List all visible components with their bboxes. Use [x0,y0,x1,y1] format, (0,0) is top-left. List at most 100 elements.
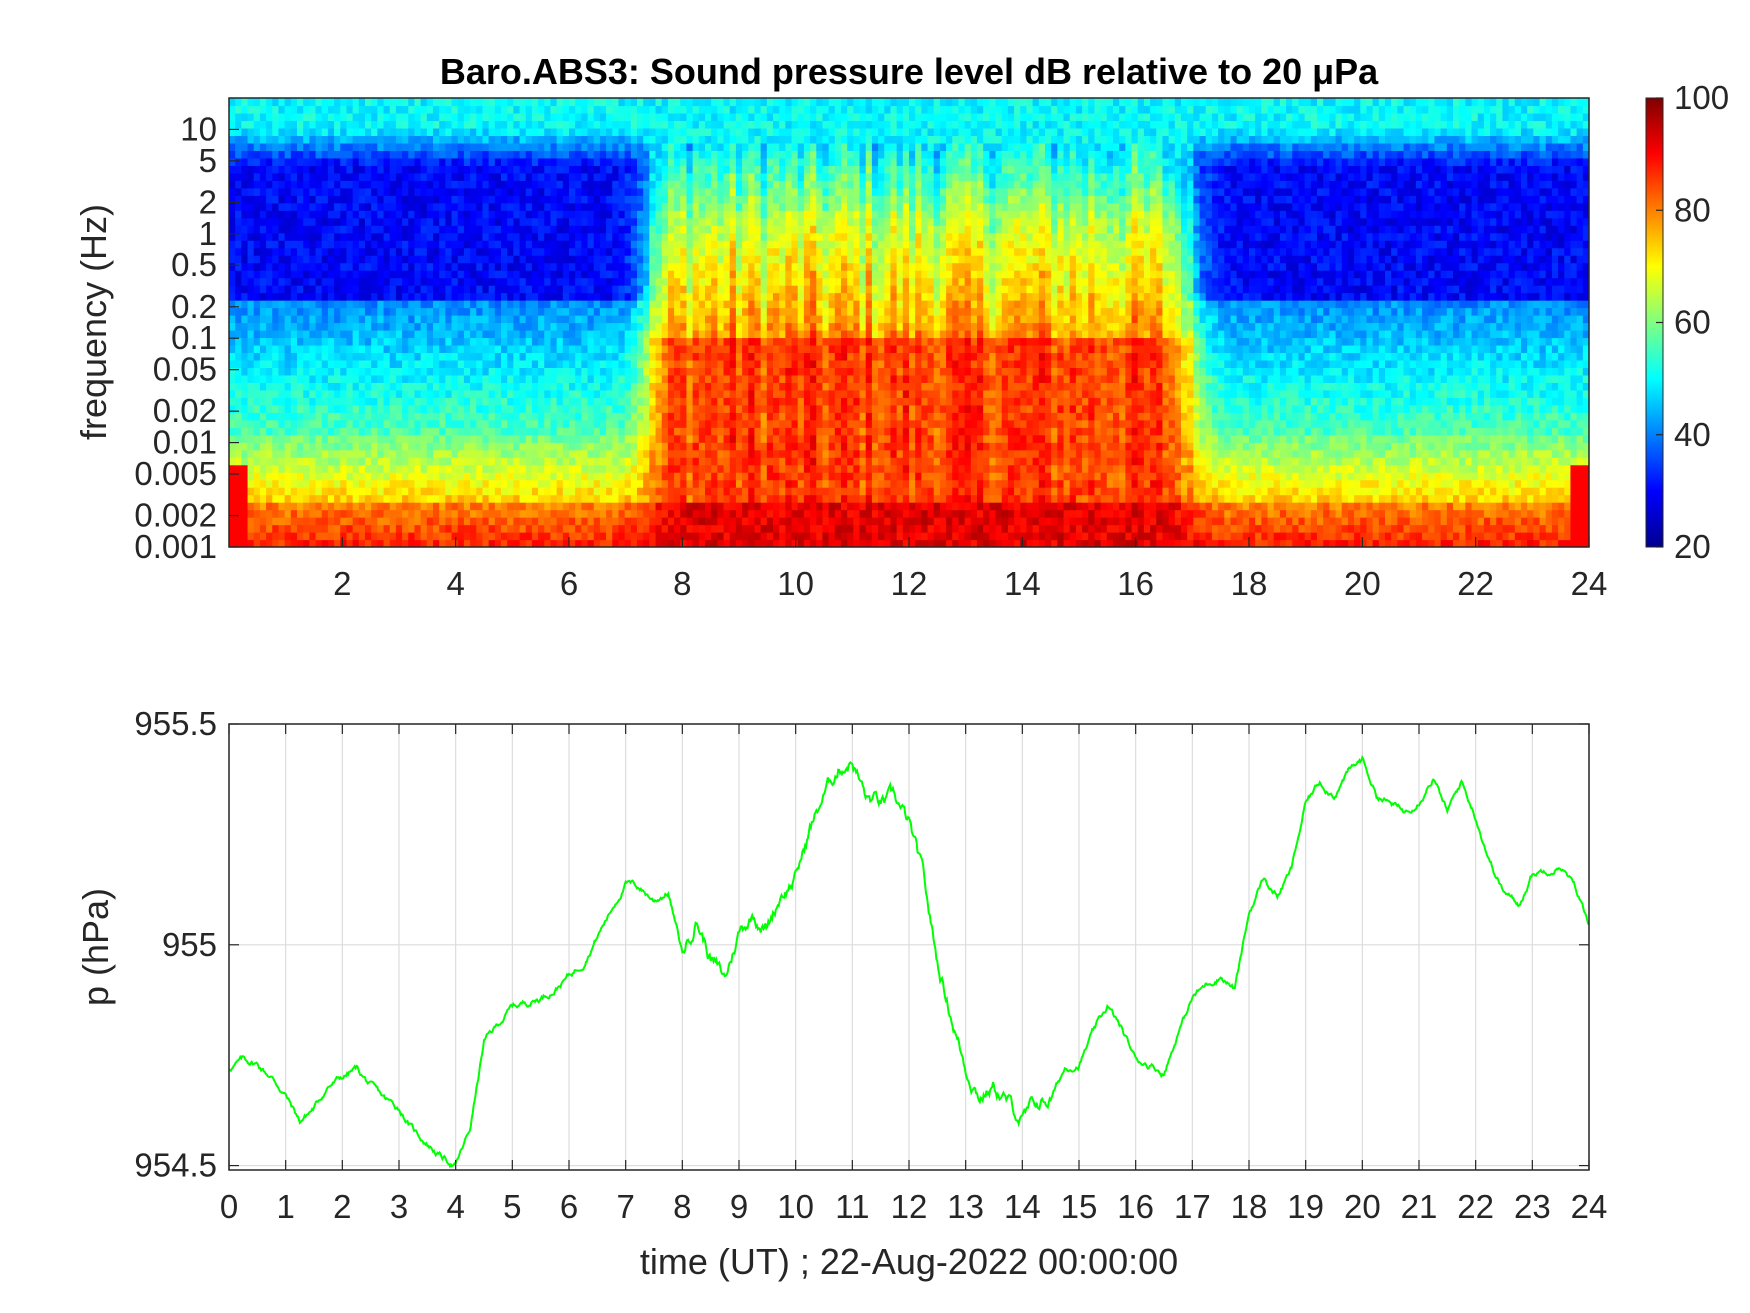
spectrogram-cell [618,150,626,159]
spectrogram-cell [637,464,644,473]
spectrogram-cell [327,285,335,294]
spectrogram-cell [340,210,348,219]
spectrogram-cell [303,232,310,241]
spectrogram-cell [544,277,552,286]
spectrogram-cell [358,487,366,496]
spectrogram-cell [247,457,255,466]
spectrogram-cell [278,255,286,264]
spectrogram-cell [507,359,514,368]
spectrogram-cell [717,240,725,249]
spectrogram-cell [309,337,317,346]
spectrogram-cell [587,112,595,122]
spectrogram-cell [686,112,694,122]
spectrogram-cell [358,509,366,518]
spectrogram-cell [315,382,323,391]
spectrogram-cell [352,487,360,496]
spectrogram-cell [692,442,700,451]
spectrogram-cell [698,509,706,518]
spectrogram-cell [340,427,348,436]
spectrogram-cell [334,412,341,421]
spectrogram-cell [507,262,514,271]
spectrogram-cell [630,532,638,541]
spectrogram-cell [686,419,694,428]
spectrogram-cell [680,397,688,406]
spectrogram-cell [346,374,354,383]
spectrogram-cell [544,262,552,271]
spectrogram-cell [383,277,391,286]
spectrogram-cell [402,270,409,279]
spectrogram-cell [352,427,360,436]
spectrogram-cell [606,539,613,547]
spectrogram-cell [463,344,471,354]
spectrogram-cell [482,532,490,541]
spectrogram-cell [606,262,613,271]
spectrogram-cell [488,502,496,511]
spectrogram-cell [735,412,743,421]
spectrogram-cell [476,142,484,151]
spectrogram-cell [259,150,267,159]
spectrogram-cell [371,397,378,406]
spectrogram-cell [470,322,477,331]
spectrogram-cell [229,367,236,376]
spectrogram-cell [470,247,477,256]
spectrogram-cell [451,315,459,324]
spectrogram-cell [661,532,669,541]
spectrogram-cell [587,98,595,107]
spectrogram-cell [525,412,533,421]
spectrogram-cell [327,142,335,151]
spectrogram-cell [581,329,589,339]
spectrogram-cell [538,292,545,301]
spectrogram-cell [247,210,255,219]
spectrogram-cell [587,127,595,137]
spectrogram-cell [414,502,422,511]
spectrogram-cell [383,142,391,151]
spectrogram-cell [494,255,502,264]
spectrogram-cell [562,509,570,518]
spectrogram-cell [513,494,521,503]
spectrogram-cell [575,329,582,339]
spectrogram-cell [698,142,706,151]
spectrogram-cell [711,427,718,436]
spectrogram-cell [488,150,496,159]
spectrogram-cell [569,217,576,226]
spectrogram-cell [488,315,496,324]
spectrogram-cell [321,337,329,346]
spectrogram-cell [531,494,539,503]
spectrogram-cell [235,322,242,331]
spectrogram-cell [358,300,366,309]
spectrogram-cell [624,105,632,114]
spectrogram-cell [544,112,552,122]
spectrogram-cell [661,98,669,107]
spectrogram-cell [408,427,416,436]
spectrogram-cell [408,517,416,526]
spectrogram-cell [290,292,298,301]
spectrogram-cell [290,187,298,196]
spectrogram-cell [284,195,292,204]
spectrogram-cell [507,352,514,361]
spectrogram-cell [637,292,644,301]
spectrogram-cell [377,120,385,129]
spectrogram-cell [445,240,453,249]
spectrogram-cell [352,262,360,271]
spectrogram-cell [284,352,292,361]
spectrogram-cell [365,180,372,189]
spectrogram-cell [253,479,261,488]
spectrogram-cell [284,457,292,466]
spectrogram-cell [606,165,613,174]
spectrogram-cell [235,472,242,481]
spectrogram-cell [680,315,688,324]
spectrogram-cell [593,187,601,196]
spectrogram-cell [278,517,286,526]
spectrogram-cell [538,187,545,196]
spectrogram-cell [290,352,298,361]
spectrogram-cell [674,142,681,151]
spectrogram-cell [618,434,626,443]
spectrogram-cell [581,352,589,361]
spectrogram-cell [420,359,428,368]
spectrogram-cell [451,187,459,196]
spectrogram-cell [698,344,706,354]
spectrogram-cell [593,315,601,324]
spectrogram-cell [451,307,459,316]
spectrogram-cell [414,307,422,316]
spectrogram-cell [705,270,712,279]
